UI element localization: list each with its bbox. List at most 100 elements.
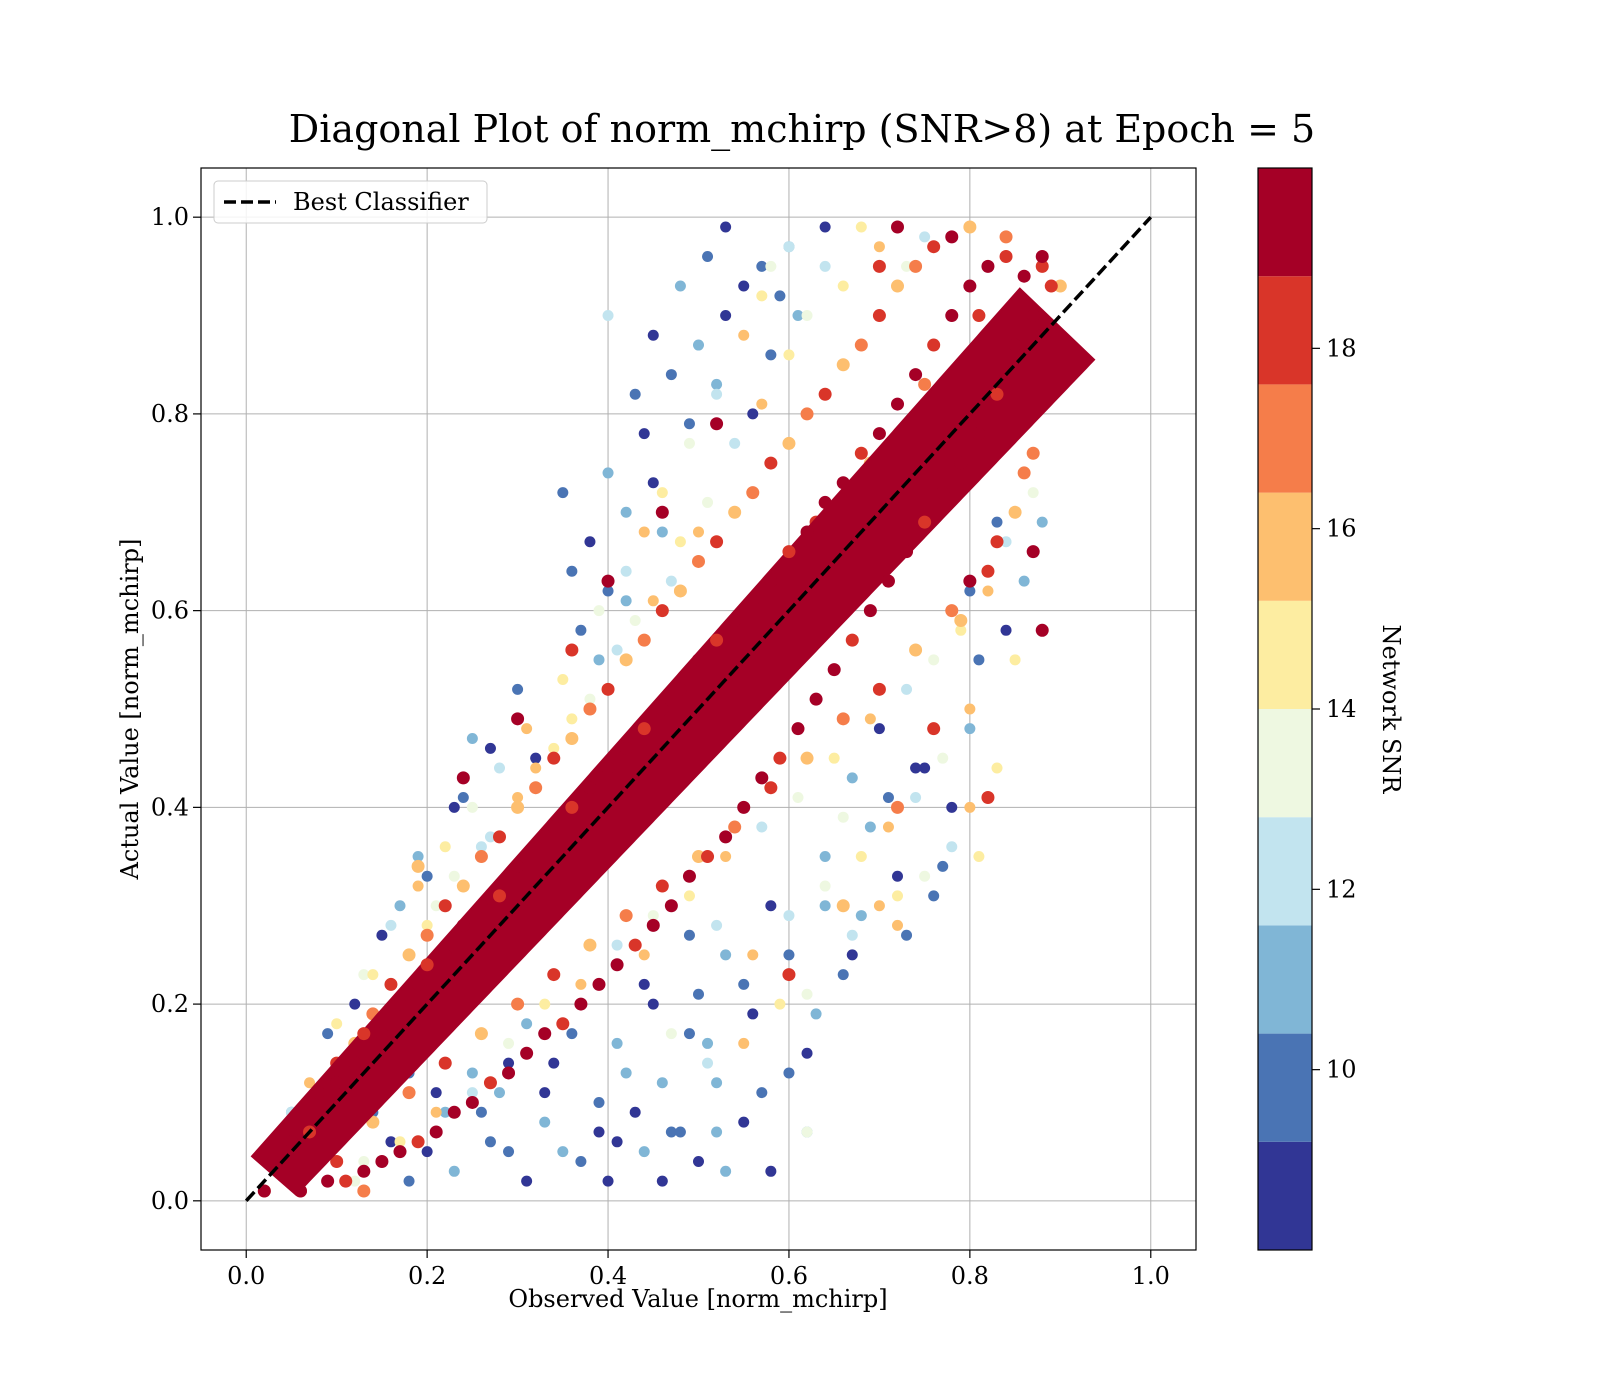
scatter-point: [702, 496, 714, 508]
scatter-point: [548, 1057, 560, 1069]
scatter-point: [494, 762, 505, 774]
scatter-point: [375, 1027, 389, 1041]
scatter-point: [502, 1066, 516, 1080]
scatter-point: [503, 1057, 515, 1069]
scatter-point: [991, 516, 1003, 528]
scatter-point: [619, 741, 633, 755]
scatter-point: [620, 506, 632, 518]
scatter-point: [791, 722, 805, 736]
scatter-point: [818, 495, 832, 509]
scatter-point: [367, 969, 379, 981]
colorbar: [1258, 168, 1312, 1250]
scatter-point: [602, 585, 614, 597]
scatter-point: [918, 515, 932, 529]
y-axis-label: Actual Value [norm_mchirp]: [116, 539, 144, 881]
scatter-point: [819, 851, 831, 863]
x-tick-label: 0.0: [227, 1262, 265, 1290]
scatter-point: [448, 801, 460, 813]
colorbar-segment: [1258, 492, 1312, 601]
colorbar-tick-label: 10: [1326, 1056, 1357, 1084]
scatter-point: [756, 260, 768, 272]
scatter-point: [547, 968, 561, 982]
scatter-point: [330, 1154, 344, 1168]
colorbar-segment: [1258, 276, 1312, 385]
scatter-point: [782, 968, 796, 982]
scatter-point: [493, 830, 506, 844]
scatter-point: [494, 1087, 505, 1099]
scatter-point: [972, 309, 986, 323]
scatter-point: [746, 594, 760, 608]
scatter-point: [999, 250, 1013, 264]
scatter-point: [394, 1136, 406, 1148]
scatter-point: [720, 310, 732, 322]
scatter-point: [575, 978, 587, 990]
scatter-point: [720, 851, 732, 863]
scatter-point: [358, 1155, 370, 1167]
scatter-point: [891, 279, 904, 293]
scatter-point: [928, 654, 940, 666]
scatter-point: [746, 486, 760, 500]
scatter-point: [764, 456, 778, 470]
y-tick-label: 0.6: [151, 597, 189, 625]
scatter-point: [385, 919, 397, 931]
colorbar-label: Network SNR: [1377, 625, 1405, 795]
scatter-point: [529, 781, 543, 795]
scatter-point: [855, 910, 867, 922]
scatter-point: [964, 801, 976, 813]
scatter-point: [565, 643, 579, 657]
colorbar-tick-label: 14: [1326, 695, 1357, 723]
scatter-point: [511, 997, 525, 1011]
scatter-point: [611, 939, 623, 951]
scatter-point: [348, 1056, 362, 1070]
scatter-point: [963, 220, 977, 234]
scatter-point: [764, 781, 778, 795]
scatter-point: [854, 338, 868, 352]
scatter-point: [503, 1037, 515, 1049]
scatter-point: [873, 900, 885, 912]
scatter-point: [747, 1008, 759, 1020]
scatter-point: [1009, 654, 1021, 666]
colorbar-segment: [1258, 600, 1312, 709]
scatter-point: [819, 260, 831, 272]
y-axis-ticks: 0.0 0.2 0.4 0.6 0.8 1.0: [151, 203, 201, 1215]
scatter-point: [565, 732, 579, 746]
scatter-point: [946, 801, 958, 813]
scatter-point: [711, 1126, 723, 1138]
scatter-point: [664, 899, 678, 913]
scatter-point: [474, 899, 488, 913]
scatter-point: [720, 949, 732, 961]
colorbar-segment: [1258, 1141, 1312, 1250]
y-tick-label: 1.0: [151, 203, 189, 231]
scatter-point: [846, 772, 858, 784]
scatter-point: [602, 310, 614, 322]
scatter-point: [673, 584, 687, 598]
scatter-point: [430, 1087, 442, 1099]
scatter-point: [466, 733, 478, 745]
scatter-point: [638, 428, 650, 440]
scatter-point: [557, 487, 569, 499]
scatter-point: [575, 1155, 587, 1167]
colorbar-segment: [1258, 384, 1312, 493]
scatter-point: [575, 624, 587, 636]
scatter-point: [593, 1096, 605, 1108]
scatter-point: [638, 1146, 650, 1158]
scatter-point: [1026, 309, 1040, 323]
x-axis-ticks: 0.0 0.2 0.4 0.6 0.8 1.0: [227, 1250, 1170, 1290]
scatter-point: [909, 368, 923, 382]
scatter-point: [411, 859, 425, 873]
scatter-point: [619, 653, 633, 667]
scatter-point: [773, 751, 787, 765]
scatter-point: [674, 280, 686, 292]
scatter-point: [322, 1028, 334, 1040]
scatter-point: [1044, 279, 1058, 293]
scatter-point: [448, 870, 460, 882]
scatter-point: [1018, 575, 1030, 587]
scatter-point: [927, 240, 941, 254]
scatter-point: [611, 1136, 623, 1148]
scatter-point: [782, 436, 796, 450]
scatter-point: [982, 585, 994, 597]
scatter-point: [385, 1136, 397, 1148]
scatter-point: [655, 505, 669, 519]
y-tick-label: 0.8: [151, 400, 189, 428]
scatter-point: [683, 1028, 695, 1040]
